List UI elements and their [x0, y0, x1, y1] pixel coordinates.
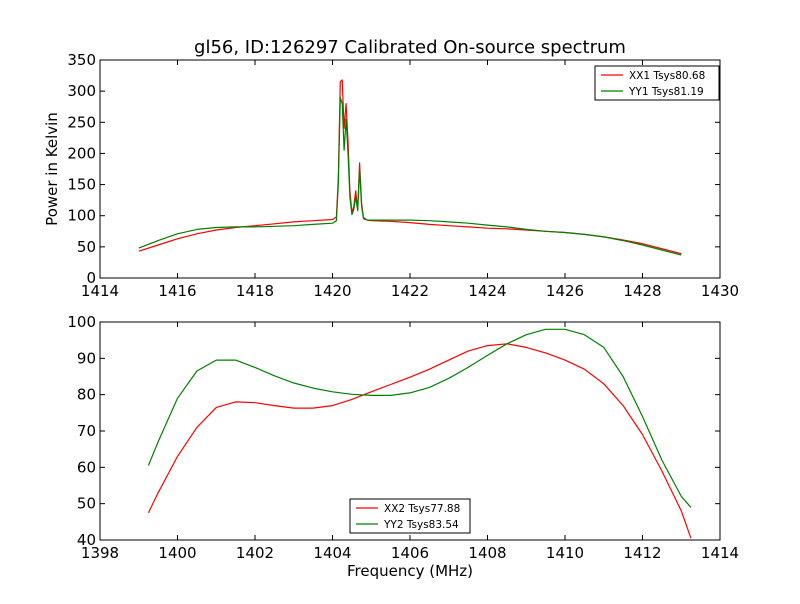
x-tick-label: 1424 — [468, 282, 506, 300]
x-tick-label: 1400 — [158, 544, 196, 562]
y-tick-label: 200 — [67, 144, 96, 162]
x-tick-label: 1422 — [391, 282, 429, 300]
x-tick-label: 1426 — [546, 282, 584, 300]
y-tick-label: 250 — [67, 113, 96, 131]
y-tick-label: 80 — [77, 386, 96, 404]
y-tick-label: 350 — [67, 51, 96, 69]
legend-label: XX2 Tsys77.88 — [384, 503, 460, 515]
legend-label: XX1 Tsys80.68 — [629, 70, 705, 82]
x-tick-label: 1414 — [81, 282, 119, 300]
legend-box — [594, 65, 720, 101]
x-tick-label: 1412 — [623, 544, 661, 562]
x-tick-label: 1402 — [236, 544, 274, 562]
x-tick-label: 1398 — [81, 544, 119, 562]
y-tick-label: 150 — [67, 176, 96, 194]
x-tick-label: 1410 — [546, 544, 584, 562]
x-tick-label: 1414 — [701, 544, 739, 562]
legend-label: YY1 Tsys81.19 — [628, 86, 704, 98]
series-line-2-2 — [147, 328, 692, 508]
x-tick-label: 1408 — [468, 544, 506, 562]
legend: XX1 Tsys80.68 YY1 Tsys81.19 — [594, 65, 720, 101]
y-tick-label: 300 — [67, 82, 96, 100]
upper-panel: 1414 1416 1418 1420 1422 1424 1426 1428 1430 0 50 1… — [43, 51, 739, 300]
lower-panel: 1398 1400 1402 1404 1406 1408 1410 1412 1414 40 50… — [67, 313, 739, 580]
chart-title: gl56, ID:126297 Calibrated On-source spe… — [194, 37, 626, 58]
x-tick-label: 1404 — [313, 544, 351, 562]
y-tick-label: 90 — [77, 349, 96, 367]
legend-box — [349, 498, 471, 534]
series-line-2-1 — [147, 343, 692, 539]
x-tick-label: 1406 — [391, 544, 429, 562]
y-tick-label: 0 — [86, 269, 96, 287]
y-tick-label: 60 — [77, 458, 96, 476]
legend-label: YY2 Tsys83.54 — [383, 519, 459, 531]
y-tick-label: 50 — [77, 238, 96, 256]
x-tick-label: 1418 — [236, 282, 274, 300]
x-axis-label: Frequency (MHz) — [347, 562, 473, 580]
x-tick-label: 1430 — [701, 282, 739, 300]
x-tick-label: 1416 — [158, 282, 196, 300]
x-tick-label: 1428 — [623, 282, 661, 300]
legend: XX2 Tsys77.88 YY2 Tsys83.54 — [349, 498, 471, 534]
y-tick-label: 70 — [77, 422, 96, 440]
y-tick-label: 40 — [77, 531, 96, 549]
y-tick-label: 100 — [67, 207, 96, 225]
series-line-1-2 — [138, 96, 682, 256]
y-tick-label: 50 — [77, 495, 96, 513]
y-axis-label: Power in Kelvin — [43, 112, 61, 226]
y-tick-label: 100 — [67, 313, 96, 331]
x-tick-label: 1420 — [313, 282, 351, 300]
